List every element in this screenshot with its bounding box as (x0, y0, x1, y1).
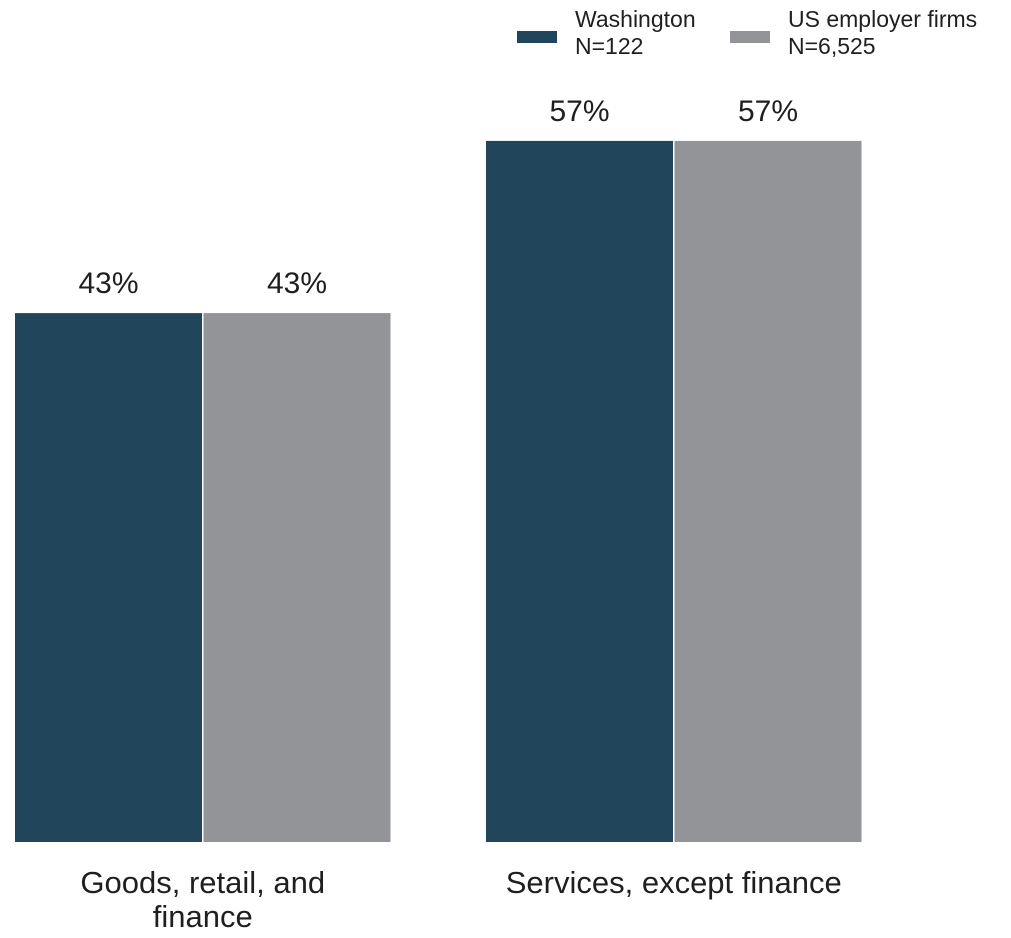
legend-label-line: N=6,525 (788, 33, 876, 59)
legend-label-line: Washington (575, 6, 696, 32)
category-label-line: finance (153, 899, 253, 933)
category-axis-labels: Goods, retail, and finance Services, excep… (80, 865, 842, 934)
bar (486, 140, 673, 842)
legend-item: US employer firms N=6,525 (730, 6, 977, 59)
bar-group (486, 140, 862, 842)
legend-label: US employer firms N=6,525 (788, 6, 977, 59)
bar-value-label: 43% (78, 267, 138, 300)
category-label: Services, except finance (506, 865, 842, 900)
bar (674, 140, 862, 842)
bar (203, 313, 391, 843)
category-label-line: Services, except finance (506, 865, 842, 900)
legend-label-line: N=122 (575, 33, 643, 59)
legend-swatch (517, 31, 557, 43)
bar-value-labels: 43% 43% 57% 57% (78, 95, 798, 300)
bar (15, 313, 202, 843)
bar-value-label: 43% (267, 267, 327, 300)
legend-swatch (730, 31, 770, 43)
category-label-line: Goods, retail, and (80, 865, 325, 900)
bar-value-label: 57% (738, 95, 798, 128)
chart-legend: Washington N=122 US employer firms N=6,525 (517, 6, 977, 59)
legend-item: Washington N=122 (517, 6, 696, 59)
legend-label-line: US employer firms (788, 6, 977, 32)
bar-group (15, 313, 391, 843)
legend-label: Washington N=122 (575, 6, 696, 59)
bar-value-label: 57% (549, 95, 609, 128)
bar-groups (15, 140, 862, 843)
category-label: Goods, retail, and finance (80, 865, 325, 933)
